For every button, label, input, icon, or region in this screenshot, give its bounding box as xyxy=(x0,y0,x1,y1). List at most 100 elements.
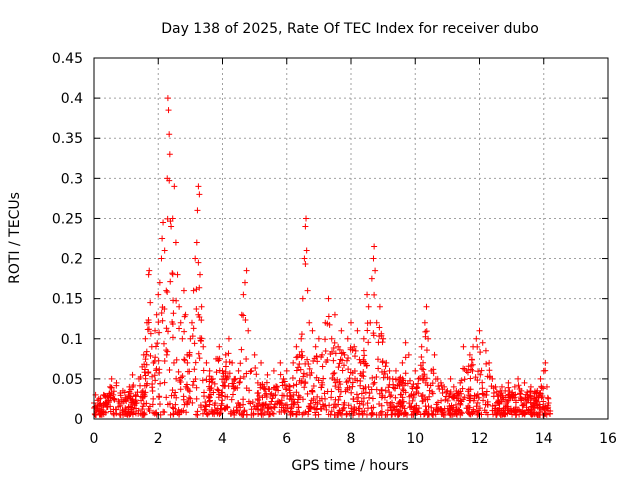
data-point-marker xyxy=(520,409,527,416)
data-point-marker xyxy=(127,393,134,400)
data-point-marker xyxy=(360,385,367,392)
data-point-marker xyxy=(328,408,335,415)
data-point-marker xyxy=(434,404,441,411)
data-point-marker xyxy=(146,267,153,274)
data-point-marker xyxy=(241,407,248,414)
data-point-marker xyxy=(384,411,391,418)
data-point-marker xyxy=(402,389,409,396)
data-point-marker xyxy=(518,395,525,402)
data-point-marker xyxy=(240,373,247,380)
data-point-marker xyxy=(196,191,203,198)
data-point-marker xyxy=(360,356,367,363)
data-point-marker xyxy=(348,389,355,396)
data-point-marker xyxy=(366,394,373,401)
data-point-marker xyxy=(449,394,456,401)
data-point-marker xyxy=(196,284,203,291)
data-point-marker xyxy=(161,306,168,313)
y-tick-label: 0.2 xyxy=(61,252,83,268)
data-point-marker xyxy=(432,376,439,383)
data-point-marker xyxy=(419,398,426,405)
data-point-marker xyxy=(229,391,236,398)
data-point-marker xyxy=(163,325,170,332)
data-point-marker xyxy=(169,404,176,411)
data-point-marker xyxy=(163,287,170,294)
data-point-marker xyxy=(312,409,319,416)
data-point-marker xyxy=(309,327,316,334)
data-point-marker xyxy=(263,379,270,386)
data-point-marker xyxy=(310,382,317,389)
data-point-marker xyxy=(373,374,380,381)
data-point-marker xyxy=(348,319,354,326)
data-point-marker xyxy=(349,383,356,390)
data-point-marker xyxy=(353,407,360,414)
data-point-marker xyxy=(137,393,144,400)
data-point-marker xyxy=(349,347,356,354)
data-point-marker xyxy=(420,366,427,373)
data-point-marker xyxy=(300,370,307,377)
data-point-marker xyxy=(173,375,180,382)
data-point-marker xyxy=(369,411,376,418)
data-point-marker xyxy=(450,383,457,390)
data-point-marker xyxy=(364,327,371,334)
data-point-marker xyxy=(299,295,306,302)
data-point-marker xyxy=(376,303,383,310)
data-point-marker xyxy=(169,334,176,341)
data-point-marker xyxy=(419,365,426,372)
data-point-marker xyxy=(298,335,305,342)
data-point-marker xyxy=(434,399,441,406)
data-point-marker xyxy=(447,375,454,382)
data-point-marker xyxy=(304,371,311,378)
data-point-marker xyxy=(190,287,197,294)
data-point-marker xyxy=(215,387,222,394)
data-point-marker xyxy=(198,303,205,310)
data-point-marker xyxy=(164,401,171,408)
data-point-marker xyxy=(155,291,162,298)
data-point-marker xyxy=(482,401,489,408)
data-point-marker xyxy=(489,407,496,414)
data-point-marker xyxy=(298,354,305,361)
data-point-marker xyxy=(123,398,130,405)
data-point-marker xyxy=(180,396,187,403)
data-point-marker xyxy=(243,385,250,392)
data-point-marker xyxy=(521,379,528,386)
data-point-marker xyxy=(170,405,177,412)
data-point-marker xyxy=(474,343,481,350)
data-point-marker xyxy=(189,399,196,406)
data-point-marker xyxy=(330,370,337,377)
data-point-marker xyxy=(392,367,399,374)
data-point-marker xyxy=(540,398,547,405)
data-point-marker xyxy=(512,391,519,398)
data-point-marker xyxy=(149,401,156,408)
data-point-marker xyxy=(216,343,223,350)
data-point-marker xyxy=(312,343,319,350)
data-point-marker xyxy=(293,354,300,361)
data-point-marker xyxy=(227,410,234,417)
data-point-marker xyxy=(319,363,326,370)
data-point-marker xyxy=(210,409,217,416)
data-point-marker xyxy=(214,410,221,417)
data-point-marker xyxy=(460,343,467,350)
data-point-marker xyxy=(417,362,424,369)
data-point-marker xyxy=(301,255,308,262)
data-point-marker xyxy=(480,397,487,404)
data-point-marker xyxy=(283,401,290,408)
data-point-marker xyxy=(161,379,168,386)
data-point-marker xyxy=(112,406,119,413)
data-point-marker xyxy=(137,410,144,417)
data-point-marker xyxy=(328,388,335,395)
data-point-marker xyxy=(115,398,122,405)
data-point-marker xyxy=(512,397,519,404)
data-point-marker xyxy=(425,410,432,417)
data-point-marker xyxy=(412,367,419,374)
data-point-marker xyxy=(144,326,151,333)
data-point-marker xyxy=(391,385,398,392)
data-point-marker xyxy=(364,320,371,327)
data-point-marker xyxy=(283,385,290,392)
data-point-marker xyxy=(452,401,459,408)
y-tick-label: 0.4 xyxy=(61,91,83,107)
x-tick-label: 14 xyxy=(535,431,553,447)
data-point-marker xyxy=(335,409,342,416)
data-point-marker xyxy=(211,380,218,387)
data-point-marker xyxy=(150,395,157,402)
data-point-marker xyxy=(399,386,406,393)
